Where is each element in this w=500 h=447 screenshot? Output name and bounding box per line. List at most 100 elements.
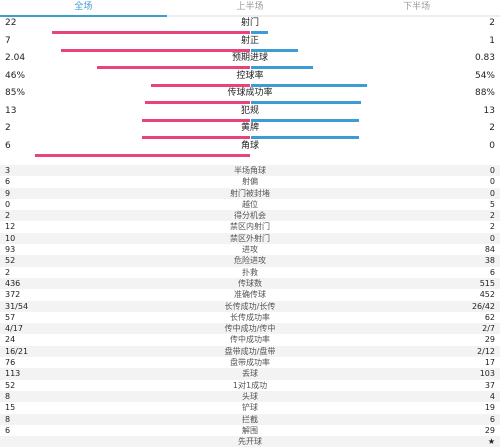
stat-table-row: 372 准确传球 452 (0, 289, 500, 300)
home-stat-value: 3 (5, 166, 11, 175)
stat-label: 禁区内射门 (230, 222, 270, 232)
tab-full-match[interactable]: 全场 (0, 0, 167, 17)
stat-table-row: 52 1对1成功 37 (0, 380, 500, 391)
away-stat-value: 37 (484, 380, 495, 390)
stat-label: 传中成功率 (230, 335, 270, 345)
stat-table-row: 10 禁区外射门 0 (0, 232, 500, 245)
stat-bar-row: 2.04 预期进球 0.83 (0, 52, 500, 73)
stat-bar-row: 2 黄牌 2 (0, 122, 500, 143)
away-stat-value: 17 (484, 358, 495, 368)
stat-label: 拦截 (242, 414, 258, 424)
away-stat-value: 88% (474, 88, 495, 98)
stats-table: 3 半场角球 0 6 射偏 0 9 射门被封堵 0 0 越位 5 2 得分机会 2 12 禁区内射门 2 10 禁区外… (0, 165, 500, 447)
home-stat-value: 0 (5, 199, 11, 209)
home-stat-value: 52 (5, 380, 16, 390)
home-stat-value: 2.04 (5, 53, 26, 63)
home-stat-bar (35, 153, 250, 157)
away-stat-bar (251, 31, 268, 34)
away-stat-value: 54% (474, 70, 495, 81)
away-stat-value: 0 (489, 188, 495, 198)
away-stat-bar (251, 66, 313, 69)
home-stat-value: 6 (5, 140, 11, 151)
stat-bar-row: 46% 控球率 54% (0, 70, 500, 91)
home-stat-value: 12 (5, 222, 16, 232)
stat-bar-row: 22 射门 2 (0, 17, 500, 38)
home-stat-value: 8 (5, 414, 11, 424)
away-stat-value: 2 (489, 123, 495, 133)
stat-table-row: 3 半场角球 0 (0, 165, 500, 177)
away-stat-value: 2/7 (482, 324, 495, 334)
away-stat-value: 6 (489, 267, 495, 277)
stat-label: 角球 (240, 140, 259, 151)
stat-table-row: 6 射偏 0 (0, 176, 500, 187)
stat-label: 越位 (242, 199, 258, 209)
away-stat-bar (251, 136, 359, 139)
tab-first-half[interactable]: 上半场 (166, 0, 334, 17)
home-stat-value: 46% (5, 70, 26, 81)
home-stat-bar (151, 83, 250, 87)
stat-label: 半场角球 (234, 166, 266, 175)
stat-label: 长传成功/长传 (224, 301, 276, 311)
home-stat-bar (145, 101, 250, 104)
away-stat-value: 0.83 (474, 53, 495, 63)
stat-label: 犯规 (240, 105, 259, 116)
home-stat-value: 4/17 (5, 324, 23, 334)
home-stat-bar (52, 31, 250, 34)
stat-bar-row: 85% 传球成功率 88% (0, 87, 500, 108)
stat-label: 盘带成功/盘带 (224, 346, 276, 356)
stat-table-row: 先开球 ★ (0, 436, 500, 447)
stat-label: 射正 (240, 35, 259, 46)
stat-label: 先开球 (238, 437, 262, 447)
home-stat-value: 2 (5, 267, 11, 277)
away-stat-value: 0 (489, 177, 495, 187)
stat-label: 传球数 (238, 278, 262, 288)
home-stat-value: 2 (5, 211, 11, 221)
home-stat-bar (142, 118, 250, 122)
home-stat-bar (61, 48, 250, 52)
home-stat-value: 16/21 (5, 346, 29, 356)
away-stat-value: 26/42 (471, 301, 495, 311)
away-stat-value: 29 (484, 335, 495, 345)
bar-stats-section: 22 射门 2 7 射正 1 2.04 预期进球 0.83 46% 控球率 54% 85% 传球成功率 88… (0, 17, 500, 157)
stat-label: 解围 (242, 425, 258, 435)
stat-label: 传中成功/传中 (224, 324, 276, 334)
home-stat-value: 8 (5, 391, 11, 401)
stat-label: 1对1成功 (232, 380, 268, 390)
away-stat-value: 0 (489, 166, 495, 175)
home-stat-value: 436 (5, 278, 21, 288)
stat-table-row: 2 得分机会 2 (0, 210, 500, 222)
home-stat-value: 7 (5, 35, 11, 46)
home-stat-value: 93 (5, 245, 16, 255)
tab-second-half[interactable]: 下半场 (333, 0, 500, 17)
home-stat-value: 31/54 (5, 301, 29, 311)
home-stat-value: 2 (5, 123, 11, 133)
stat-table-row: 0 越位 5 (0, 199, 500, 210)
stat-bar-row: 6 角球 0 (0, 140, 500, 161)
stat-label: 长传成功率 (230, 312, 270, 322)
stat-label: 射门 (240, 18, 259, 28)
stat-label: 射门被封堵 (230, 188, 270, 198)
home-stat-bar (142, 136, 250, 139)
stat-table-row: 76 盘带成功率 17 (0, 357, 500, 368)
home-stat-value: 22 (5, 18, 17, 28)
stat-label: 危险进攻 (234, 256, 266, 266)
stat-table-row: 52 危险进攻 38 (0, 255, 500, 267)
away-stat-bar (251, 118, 359, 122)
stat-table-row: 4/17 传中成功/传中 2/7 (0, 323, 500, 335)
stat-table-row: 6 解围 29 (0, 425, 500, 436)
home-stat-value: 9 (5, 188, 11, 198)
away-stat-value: 0 (489, 140, 495, 151)
stat-label: 进攻 (242, 245, 258, 255)
stat-label: 盘带成功率 (230, 358, 270, 368)
stat-table-row: 16/21 盘带成功/盘带 2/12 (0, 345, 500, 358)
away-stat-value: 2 (489, 222, 495, 232)
home-stat-bar (97, 66, 250, 69)
stat-table-row: 113 丢球 103 (0, 368, 500, 380)
tab-bar: 全场 上半场 下半场 (0, 0, 500, 17)
home-stat-value: 10 (5, 233, 16, 243)
away-stat-value: 29 (484, 425, 495, 435)
home-stat-value: 372 (5, 290, 21, 300)
away-stat-value: 5 (489, 199, 495, 209)
home-stat-value: 13 (5, 105, 17, 116)
stat-table-row: 57 长传成功率 62 (0, 312, 500, 323)
